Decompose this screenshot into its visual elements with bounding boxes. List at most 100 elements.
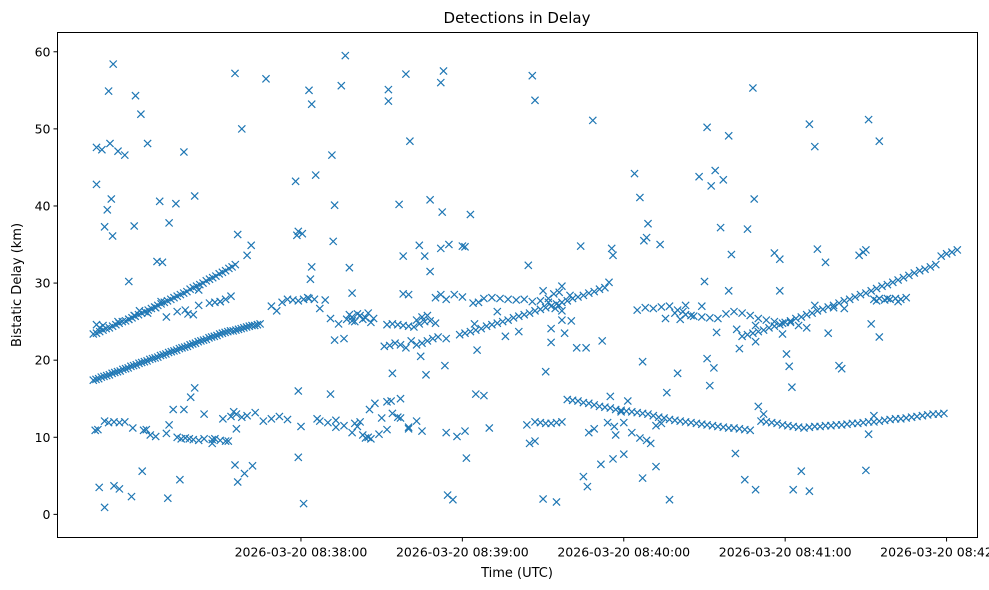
data-point-marker [557,306,566,315]
data-point-marker [401,70,410,79]
data-point-marker [563,296,572,305]
data-point-marker [775,255,784,264]
data-point-marker [232,424,241,433]
data-point-marker [926,262,935,271]
data-point-marker [794,321,803,330]
data-point-marker [142,425,151,434]
data-point-marker [118,365,127,374]
data-point-marker [164,348,173,357]
data-point-marker [547,324,556,333]
data-point-marker [557,282,566,291]
data-point-marker [477,324,486,333]
data-point-marker [190,191,199,201]
data-point-marker [462,454,471,463]
data-point-marker [99,372,109,381]
data-point-marker [384,97,393,106]
data-point-marker [458,242,467,251]
data-point-marker [762,316,771,325]
data-point-marker [721,309,731,318]
data-point-marker [735,344,744,353]
data-point-marker [579,291,588,300]
y-tick-label: 0 [43,507,51,522]
data-point-marker [635,433,644,443]
data-point-marker [544,298,553,307]
data-point-marker [536,296,545,305]
data-point-marker [412,340,421,349]
data-point-marker [404,423,413,432]
data-point-marker [130,311,139,320]
data-point-marker [194,337,203,346]
data-point-marker [845,295,854,304]
data-point-marker [382,425,392,434]
data-point-marker [186,393,195,402]
data-point-marker [353,422,362,431]
data-point-marker [782,349,791,359]
data-point-marker [423,336,432,345]
data-point-marker [573,292,583,302]
data-point-marker [395,200,404,209]
data-point-marker [707,181,716,190]
data-point-marker [256,319,265,328]
data-point-marker [199,336,208,345]
data-point-marker [208,435,217,444]
data-point-marker [947,248,956,257]
data-point-marker [247,241,256,250]
data-point-marker [872,296,881,305]
data-point-marker [156,351,165,360]
data-point-marker [466,210,475,219]
data-point-marker [97,373,106,382]
data-point-marker [504,316,513,325]
data-point-marker [253,320,262,329]
data-point-marker [298,229,307,238]
data-point-marker [894,297,903,306]
data-point-marker [251,408,260,417]
data-point-marker [124,277,133,286]
data-point-marker [727,250,736,259]
data-point-marker [697,302,706,311]
data-point-marker [345,263,354,272]
data-point-marker [937,252,946,261]
data-point-marker [291,177,300,186]
data-point-marker [482,322,491,331]
data-point-marker [649,304,658,313]
data-point-marker [942,249,951,258]
data-point-marker [208,439,217,448]
data-point-marker [611,430,620,440]
data-point-marker [428,334,437,343]
data-point-marker [177,343,187,352]
data-point-marker [120,417,129,426]
data-point-marker [139,426,148,435]
data-point-marker [458,292,467,302]
data-point-marker [303,293,312,302]
data-point-marker [169,405,178,414]
data-point-marker [539,494,548,504]
data-point-marker [431,293,440,302]
data-point-marker [750,194,759,204]
data-point-marker [840,296,849,305]
data-point-marker [642,436,651,445]
data-point-marker [102,371,111,380]
data-point-marker [113,147,123,156]
data-point-marker [226,412,236,421]
data-point-marker [124,315,133,324]
data-point-marker [498,317,507,326]
data-point-marker [824,329,833,338]
data-point-marker [436,244,445,253]
data-point-marker [530,96,540,105]
data-point-marker [307,262,316,271]
data-point-marker [366,434,375,443]
data-point-marker [229,407,238,416]
data-point-marker [651,421,661,430]
data-point-marker [138,467,147,476]
data-point-marker [495,294,505,303]
data-point-marker [754,327,763,336]
data-point-marker [233,230,242,239]
data-point-marker [393,413,402,422]
data-point-marker [541,367,550,376]
data-point-marker [239,323,248,332]
data-point-marker [121,364,130,373]
data-point-marker [713,314,722,323]
data-point-marker [304,86,314,95]
data-point-marker [861,245,870,254]
data-point-marker [473,346,482,355]
